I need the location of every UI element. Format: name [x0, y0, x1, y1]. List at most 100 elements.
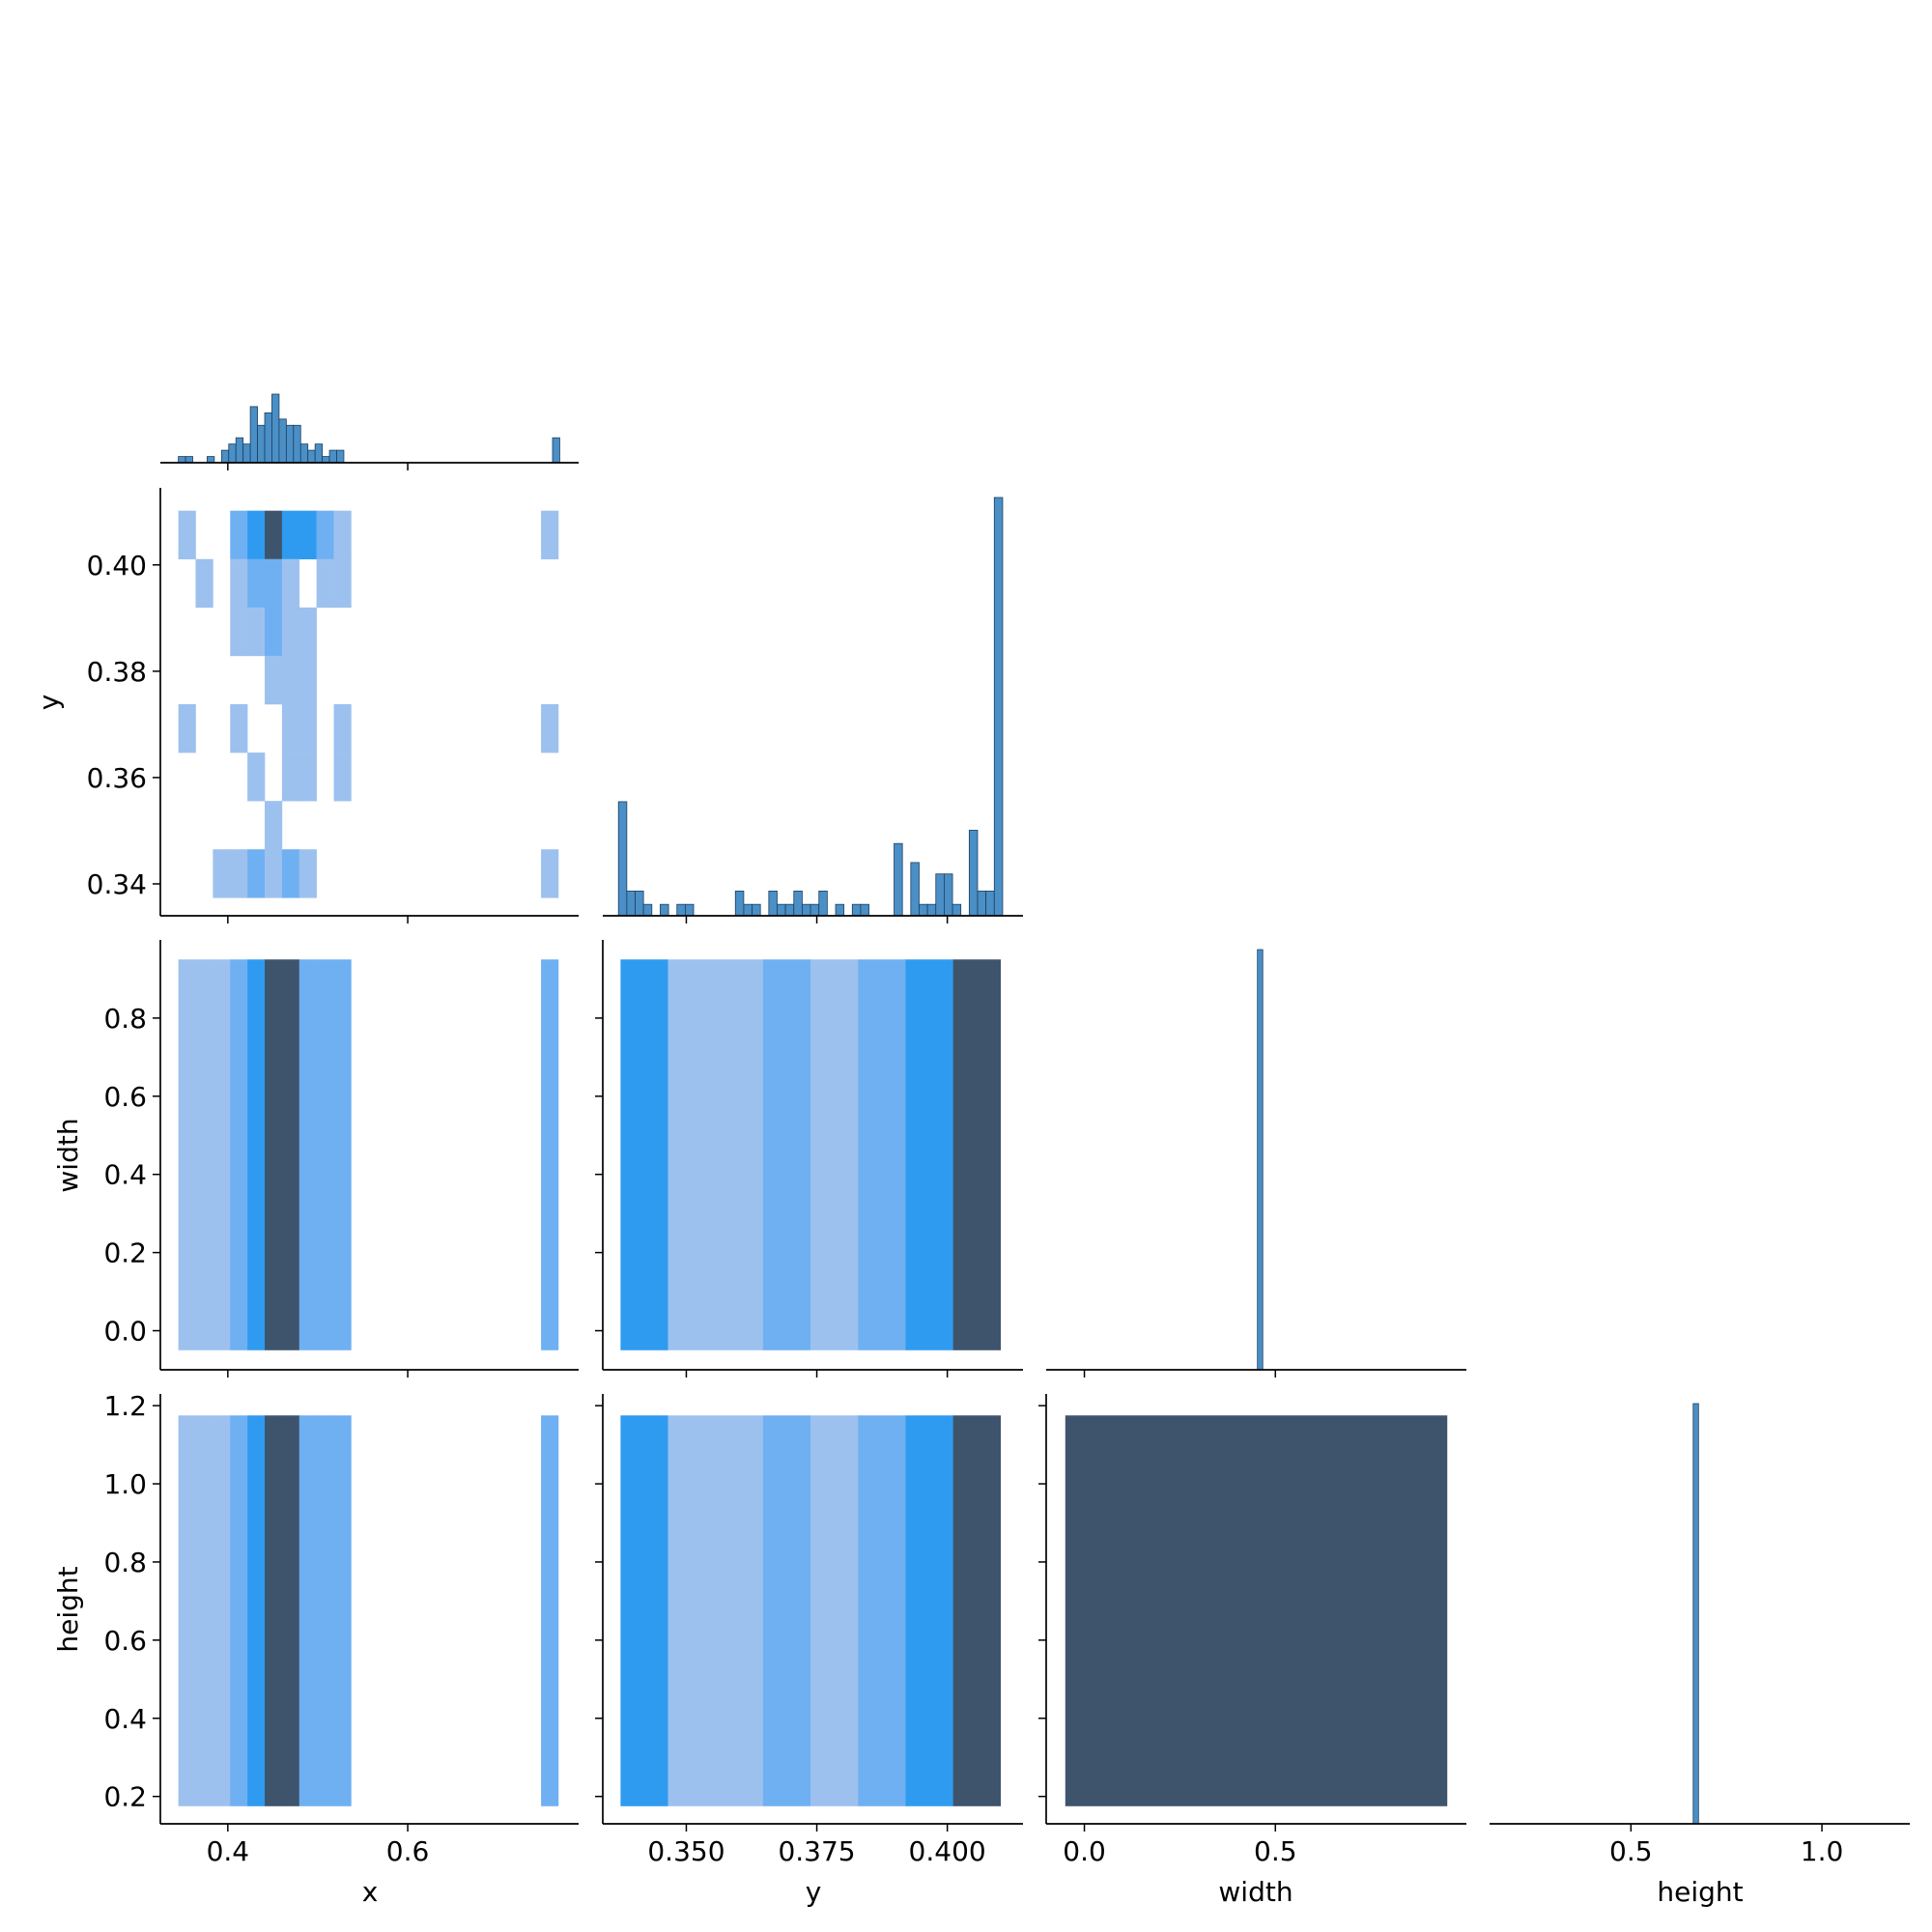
panel-width-hist [1046, 949, 1466, 1371]
y-hist-bar [919, 903, 928, 917]
height-hist-bars [1692, 1403, 1699, 1825]
x-y-cell [247, 558, 266, 609]
x-y-cell [247, 849, 266, 898]
y-width-strips [620, 959, 1002, 1350]
x-hist-bar [552, 437, 560, 464]
x-y-cell [316, 510, 334, 560]
x-height-cell [230, 1415, 248, 1806]
y-width-cell [762, 959, 811, 1350]
height-ytick-label: 0.8 [103, 1547, 147, 1578]
y-hist-bar [777, 903, 786, 917]
x-y-cell [281, 753, 300, 802]
x-y-cell [333, 558, 352, 609]
width-hist-bar [1257, 949, 1264, 1371]
width-ytick-label: 0.8 [103, 1003, 147, 1035]
y-height-strips [620, 1415, 1002, 1806]
x-height-cell [298, 1415, 317, 1806]
panel-y-height [602, 1394, 1023, 1825]
x-height-cell [541, 1415, 559, 1806]
panel-y-width [602, 940, 1023, 1371]
xlabel-width: width [1218, 1876, 1293, 1908]
x-hist-bar [314, 443, 324, 464]
x-y-cell [265, 849, 283, 898]
x-y-cell [281, 558, 300, 609]
x-hist-bar [336, 449, 345, 464]
x-height-cell [333, 1415, 352, 1806]
x-y-cell [230, 510, 248, 560]
y-hist-bar [734, 891, 745, 917]
x-hist-bar [328, 449, 337, 464]
x-y-cell [298, 510, 317, 560]
x-hist-bar [322, 456, 330, 464]
y-hist-bar [793, 891, 803, 917]
x-y-cell [265, 558, 283, 609]
y-hist-bar [743, 903, 753, 917]
x-xtick-label: 0.6 [386, 1835, 430, 1867]
x-y-cell [265, 801, 283, 850]
y-width-cell [905, 959, 953, 1350]
y-ytick-label: 0.34 [87, 868, 147, 900]
height-hist-bar [1692, 1403, 1699, 1825]
x-width-cell [333, 959, 352, 1350]
y-ytick-label: 0.40 [87, 550, 147, 582]
y-width-cell [858, 959, 906, 1350]
x-y-cell [213, 849, 231, 898]
y-hist-bar [944, 873, 953, 917]
y-height-cell [715, 1415, 764, 1806]
height-ytick-label: 0.6 [103, 1625, 147, 1657]
y-height-cell [905, 1415, 953, 1806]
x-y-cell [541, 849, 559, 898]
x-y-cell [265, 607, 283, 657]
y-hist-bar [977, 891, 987, 917]
x-hist-bar [235, 437, 244, 464]
x-height-cell [178, 1415, 196, 1806]
x-y-cell [281, 607, 300, 657]
panel-height-hist [1490, 1403, 1910, 1825]
ylabel-y: y [33, 695, 65, 711]
xlabel-x: x [362, 1876, 379, 1908]
y-width-cell [715, 959, 764, 1350]
x-width-cell [541, 959, 559, 1350]
y-height-cell [810, 1415, 859, 1806]
y-hist-bar [835, 903, 845, 917]
y-hist-bar [860, 903, 869, 917]
panel-x-width [159, 940, 579, 1371]
x-hist-bar [178, 456, 186, 464]
height-ytick-label: 0.4 [103, 1703, 147, 1735]
x-height-cell [281, 1415, 300, 1806]
x-hist-bar [242, 443, 251, 464]
y-hist-bar [952, 903, 962, 917]
x-height-cell [247, 1415, 266, 1806]
x-y-cell [230, 849, 248, 898]
x-hist-bar [299, 443, 309, 464]
y-height-cell [620, 1415, 668, 1806]
x-y-cell [281, 510, 300, 560]
x-height-cell [265, 1415, 283, 1806]
y-hist-bar [894, 842, 903, 917]
x-width-cell [265, 959, 283, 1350]
y-hist-bars [617, 497, 1004, 917]
ticks-layer: 0.4 0.6 0.350 0.375 0.400 0.0 0.5 0.5 1.0 0.34 0.3… [87, 463, 1843, 1867]
x-y-cell [333, 510, 352, 560]
x-y-cell [298, 753, 317, 802]
x-y-cell [333, 753, 352, 802]
x-y-cell [247, 510, 266, 560]
x-y-cell [265, 510, 283, 560]
x-width-cell [178, 959, 196, 1350]
y-hist-bar [642, 903, 653, 917]
x-width-cell [316, 959, 334, 1350]
y-height-cell [858, 1415, 906, 1806]
y-width-cell [952, 959, 1002, 1350]
x-y-cell [247, 753, 266, 802]
y-hist-bar [752, 903, 761, 917]
x-hist-bar [207, 456, 215, 464]
y-hist-bar [968, 830, 979, 917]
ylabel-width: width [52, 1118, 84, 1192]
x-y-cell [195, 558, 213, 609]
y-xtick-label: 0.400 [909, 1835, 986, 1867]
x-hist-bar [257, 424, 266, 464]
x-height-cell [195, 1415, 213, 1806]
panel-y-hist [603, 497, 1023, 917]
y-hist-bar [935, 873, 945, 917]
